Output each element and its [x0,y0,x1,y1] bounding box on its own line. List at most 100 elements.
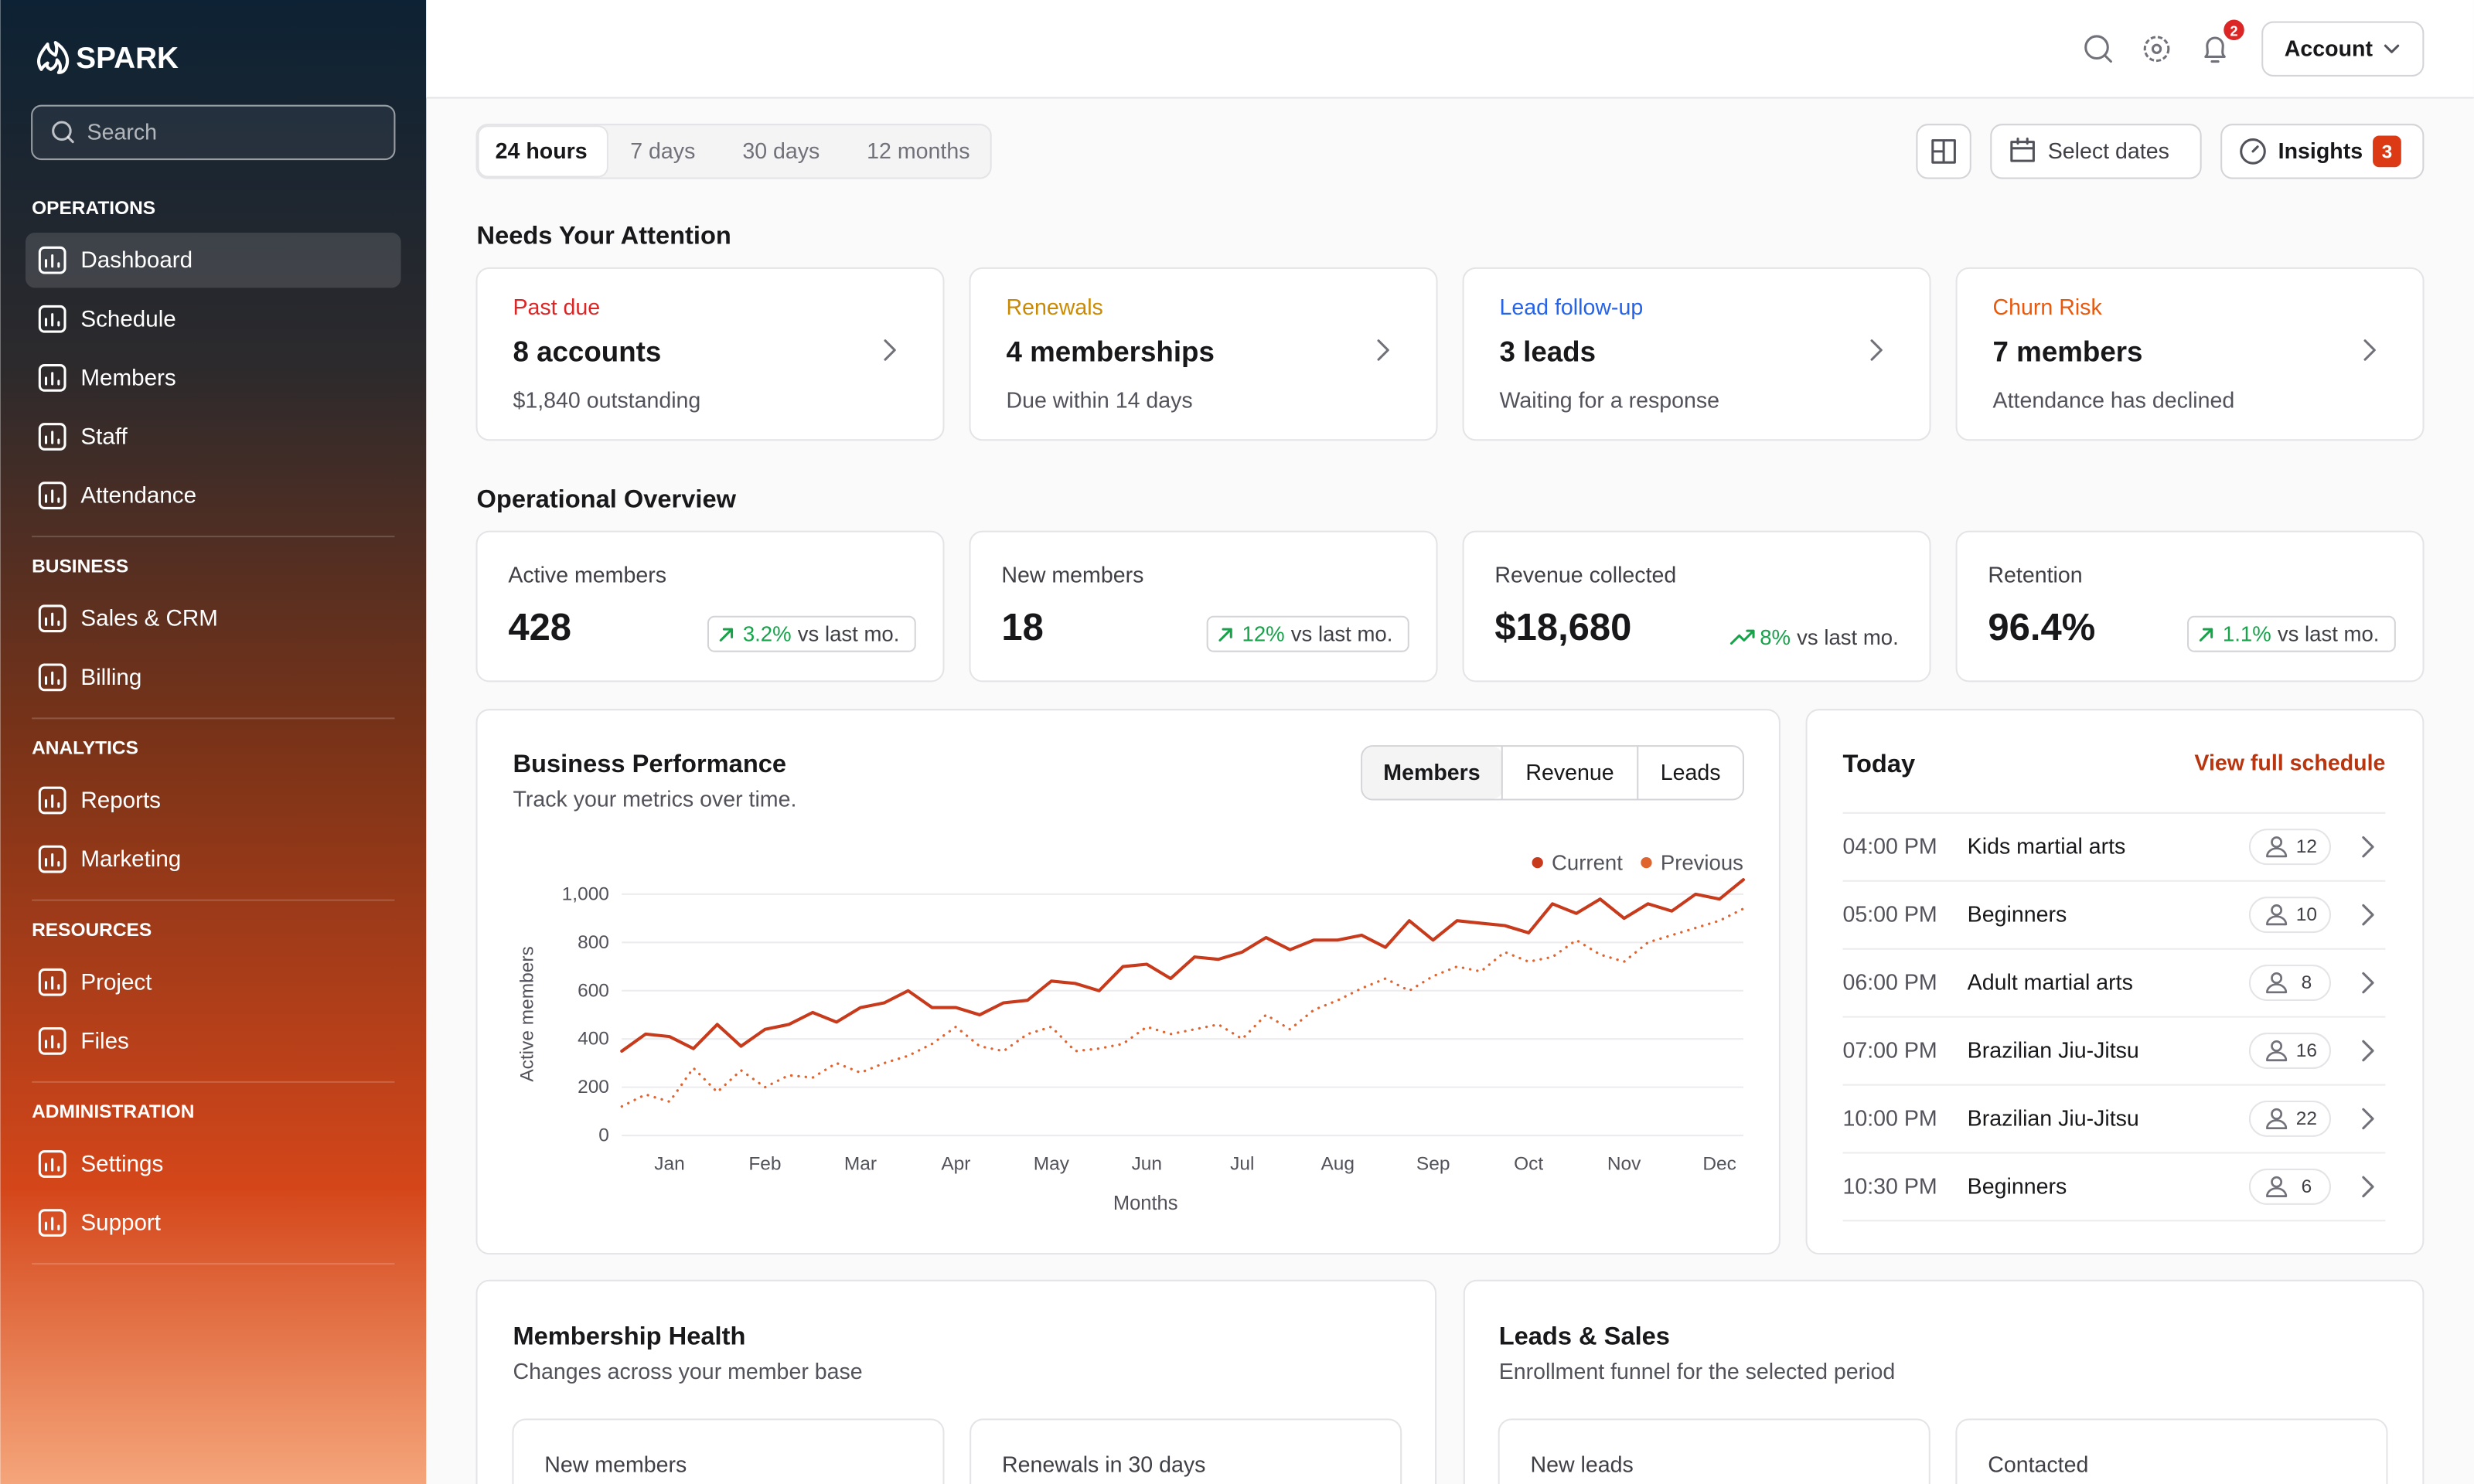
chart-tab[interactable]: Members [1383,761,1480,785]
layout-icon [1931,139,1956,164]
attendee-pill [2248,965,2332,1002]
stat-value: $18,680 [1494,607,1631,648]
nav-item[interactable]: Billing [80,665,141,690]
x-tick-label: Jun [1132,1153,1162,1174]
search-placeholder: Search [87,120,157,145]
stat-label: Active members [508,563,666,588]
range-tab[interactable]: 12 months [867,139,969,164]
card-label: Churn Risk [1993,295,2103,320]
legend-swatch [1532,856,1543,869]
chevron [2362,836,2374,858]
select-dates-button[interactable] [1990,124,2202,179]
search-icon [52,121,72,141]
stat-value: 96.4% [1988,607,2095,648]
settings-button[interactable] [2143,36,2170,63]
range-tab[interactable]: 7 days [630,139,695,164]
attention-card[interactable] [1462,267,1931,441]
search-button[interactable] [2084,35,2109,60]
card-note: Waiting for a response [1500,388,1720,413]
stat-card [1955,530,2425,682]
class-time: 10:00 PM [1843,1106,1937,1131]
nav-icon [44,1035,60,1049]
metric-label: New leads [1531,1453,1634,1478]
legend-label: Previous [1661,851,1743,875]
brand-logo [37,41,70,74]
metric-card [969,1418,1402,1484]
y-tick-label: 200 [578,1077,609,1098]
nav-item[interactable]: Attendance [80,483,196,509]
class-name: Beginners [1968,903,2067,928]
legend-swatch [1641,856,1652,869]
search-box[interactable] [31,104,396,161]
search-icon [66,135,74,144]
chart-tab[interactable]: Leads [1661,761,1721,785]
stat-card [1462,530,1931,682]
range-tab[interactable]: 24 hours [496,139,588,164]
account-button[interactable] [2261,21,2425,77]
attention-card[interactable] [475,267,945,441]
x-tick-label: Dec [1702,1153,1736,1174]
nav-item[interactable]: Support [80,1210,161,1236]
attention-card[interactable] [1955,267,2425,441]
brand: SPARK [76,42,179,75]
nav-item[interactable]: Dashboard [80,247,193,273]
nav-item[interactable]: Members [80,365,175,390]
x-tick-label: Sep [1416,1153,1450,1174]
panel-title: Membership Health [513,1322,745,1350]
chevron [2384,44,2400,53]
sidebar [0,0,427,1484]
nav-item[interactable]: Files [80,1028,128,1053]
card-label: Past due [513,295,600,320]
chart-tab-active [1362,747,1503,799]
change-badge [1206,615,1409,652]
nav-item[interactable]: Schedule [80,306,175,332]
topbar [426,0,2474,98]
range-tab[interactable]: 30 days [742,139,820,164]
nav-icon [38,246,66,274]
person-icon [2271,1108,2283,1120]
section-heading: Needs Your Attention [477,221,731,250]
nav-icon [38,968,66,996]
nav-icon [44,372,60,386]
x-axis-label: Months [1113,1193,1178,1214]
card-value: 4 memberships [1006,336,1214,368]
chevron [2362,972,2374,994]
stat-label: Revenue collected [1494,563,1676,588]
nav-icon [38,1150,66,1178]
person-icon [2271,1176,2283,1188]
nav-icon [44,431,60,444]
schedule-link[interactable]: View full schedule [2194,751,2385,776]
section-title: OPERATIONS [32,198,155,219]
chart-tab[interactable]: Revenue [1525,761,1614,785]
stat-value: 428 [508,607,571,648]
person-icon [2271,904,2283,916]
person-icon [2266,1119,2288,1130]
x-tick-label: Jan [654,1153,684,1174]
card-note: Due within 14 days [1006,388,1192,413]
card-label: Lead follow-up [1500,295,1644,320]
insights: Insights [2278,139,2363,164]
class-time: 10:30 PM [1843,1174,1937,1199]
nav-icon [38,1027,66,1055]
nav-item[interactable]: Staff [80,424,128,449]
attention-card[interactable] [969,267,1438,441]
chevron [2362,1108,2374,1130]
nav-item[interactable]: Reports [80,788,161,813]
nav-item[interactable]: Marketing [80,846,181,872]
nav-item[interactable]: Settings [80,1152,163,1177]
chevron [884,339,896,361]
nav-item[interactable]: Sales & CRM [80,606,218,631]
section-title: ANALYTICS [32,738,138,759]
nav-item[interactable]: Project [80,969,152,995]
nav-icon [38,364,66,392]
stat-label: Retention [1988,563,2082,588]
insights-button[interactable] [2220,124,2425,179]
attendee-count: 12 [2296,836,2317,857]
legend-label: Current [1552,851,1623,875]
x-tick-label: Mar [844,1153,877,1174]
chevron [2362,1176,2374,1198]
x-tick-label: Nov [1607,1153,1641,1174]
nav-icon [38,482,66,509]
nav-icon [44,489,60,503]
